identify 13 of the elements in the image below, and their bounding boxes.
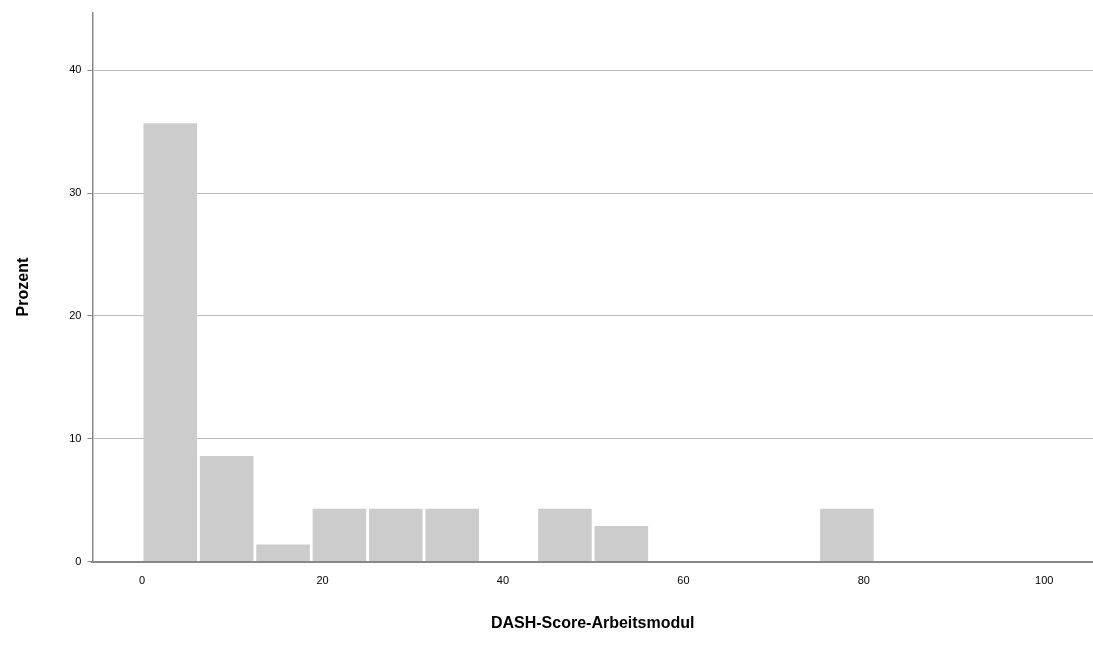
y-tick-label: 40: [69, 63, 82, 76]
x-tick-label: 20: [316, 574, 329, 587]
x-axis-title: DASH-Score-Arbeitsmodul: [490, 613, 695, 631]
x-tick-label: 60: [677, 574, 690, 587]
y-axis-title: Prozent: [14, 257, 32, 317]
x-tick-label: 0: [139, 574, 146, 587]
y-tick-label: 10: [69, 431, 82, 444]
x-tick-label: 100: [1035, 574, 1054, 587]
x-tick-label: 80: [857, 574, 870, 587]
x-tick-label: 40: [496, 574, 510, 587]
y-tick-label: 30: [69, 186, 82, 199]
y-tick-label: 20: [69, 308, 82, 321]
y-tick-label: 0: [75, 554, 82, 567]
